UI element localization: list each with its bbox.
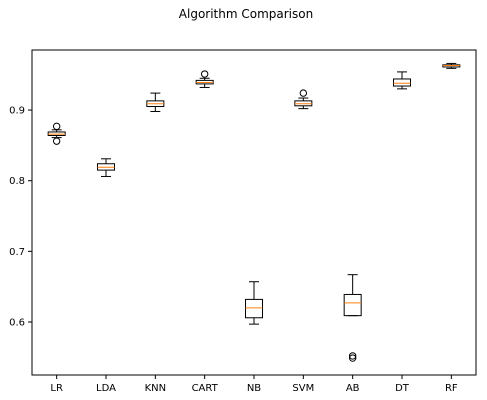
x-tick-label: RF [445, 383, 458, 394]
box-lda [97, 158, 115, 177]
box-knn [146, 92, 165, 112]
box-svm [294, 89, 313, 110]
outlier-point [52, 122, 61, 131]
x-tick-label: AB [346, 383, 360, 394]
x-tick-label: LR [50, 383, 63, 394]
box-plot-series [47, 62, 461, 362]
outlier-point [299, 89, 308, 97]
outlier-point [348, 354, 357, 362]
x-axis: LR LDA KNN CART NB SVM AB DT RF [50, 375, 458, 394]
plot-area [31, 49, 477, 376]
chart-title: Algorithm Comparison [179, 7, 313, 21]
box-rf [442, 62, 461, 69]
box-nb [245, 281, 263, 325]
x-tick-label: CART [192, 383, 219, 394]
x-tick-label: DT [395, 383, 410, 394]
box-ab [343, 274, 362, 362]
y-axis: 0.6 0.7 0.8 0.9 [9, 106, 32, 329]
x-tick-label: LDA [96, 383, 116, 394]
box-body [245, 298, 263, 319]
box-body [343, 293, 362, 317]
box-body [393, 78, 411, 87]
box-lr [47, 122, 66, 145]
box-dt [393, 71, 411, 90]
box-cart [195, 70, 214, 88]
x-tick-label: KNN [145, 383, 167, 394]
y-tick-label: 0.8 [9, 176, 25, 187]
outlier-point [348, 352, 357, 360]
y-tick-label: 0.6 [9, 318, 25, 329]
outlier-point [200, 70, 209, 78]
x-tick-label: SVM [292, 383, 314, 394]
y-tick-label: 0.7 [9, 247, 25, 258]
y-tick-label: 0.9 [9, 106, 25, 117]
outlier-point [52, 137, 61, 145]
x-tick-label: NB [247, 383, 261, 394]
